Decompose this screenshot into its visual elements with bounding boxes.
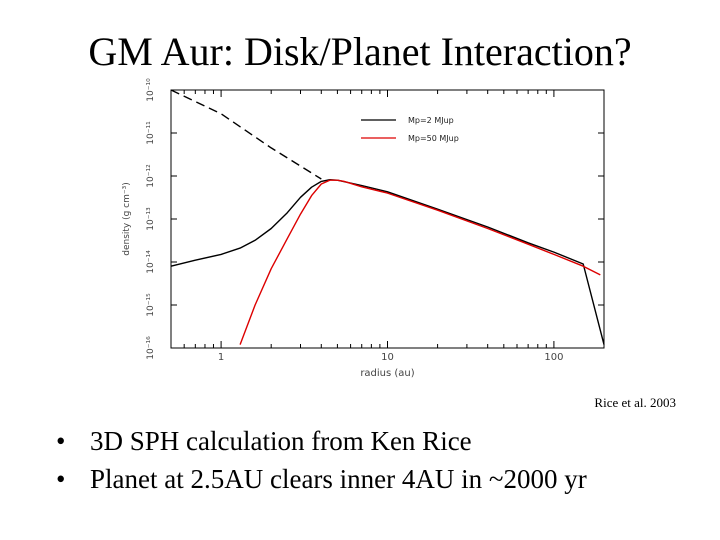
bullet-item: • 3D SPH calculation from Ken Rice — [56, 422, 587, 460]
x-tick-label: 100 — [544, 352, 563, 363]
bullet-marker: • — [56, 426, 66, 456]
series-line-0 — [170, 179, 605, 345]
citation: Rice et al. 2003 — [594, 395, 676, 410]
plot-frame — [170, 89, 605, 349]
bullet-text: Planet at 2.5AU clears inner 4AU in ~200… — [90, 464, 587, 494]
bullet-text: 3D SPH calculation from Ken Rice — [90, 426, 472, 456]
y-tick-label: 10⁻¹⁴ — [146, 250, 156, 274]
y-tick-label: 10⁻¹³ — [146, 207, 156, 231]
y-tick-label: 10⁻¹⁶ — [146, 336, 156, 360]
chart-svg: 1 10 100 10⁻¹⁶ 10⁻¹⁵ 10⁻¹⁴ 10⁻¹³ 10⁻¹² 10⁻¹¹ 10⁻¹… — [122, 78, 605, 379]
y-axis-label: density (g cm⁻³) — [122, 182, 132, 256]
y-tick-label: 10⁻¹⁵ — [146, 293, 156, 317]
y-tick-label: 10⁻¹⁰ — [146, 78, 156, 102]
series-line-1 — [239, 179, 601, 345]
slide-title: GM Aur: Disk/Planet Interaction? — [88, 29, 632, 74]
y-tick-label: 10⁻¹¹ — [146, 121, 156, 145]
x-tick-label: 1 — [218, 352, 224, 363]
density-radius-chart: 1 10 100 10⁻¹⁶ 10⁻¹⁵ 10⁻¹⁴ 10⁻¹³ 10⁻¹² 10⁻¹¹ 10⁻¹… — [96, 78, 616, 383]
bullet-item: • Planet at 2.5AU clears inner 4AU in ~2… — [56, 460, 587, 498]
legend-label: Mp=50 MJup — [408, 134, 459, 143]
y-tick-label: 10⁻¹² — [146, 164, 156, 188]
bullet-marker: • — [56, 464, 66, 494]
x-tick-label: 10 — [381, 352, 394, 363]
bullet-list: • 3D SPH calculation from Ken Rice • Pla… — [56, 422, 587, 498]
x-axis-label: radius (au) — [360, 368, 414, 379]
legend-label: Mp=2 MJup — [408, 116, 454, 125]
series-line-2 — [170, 89, 322, 180]
